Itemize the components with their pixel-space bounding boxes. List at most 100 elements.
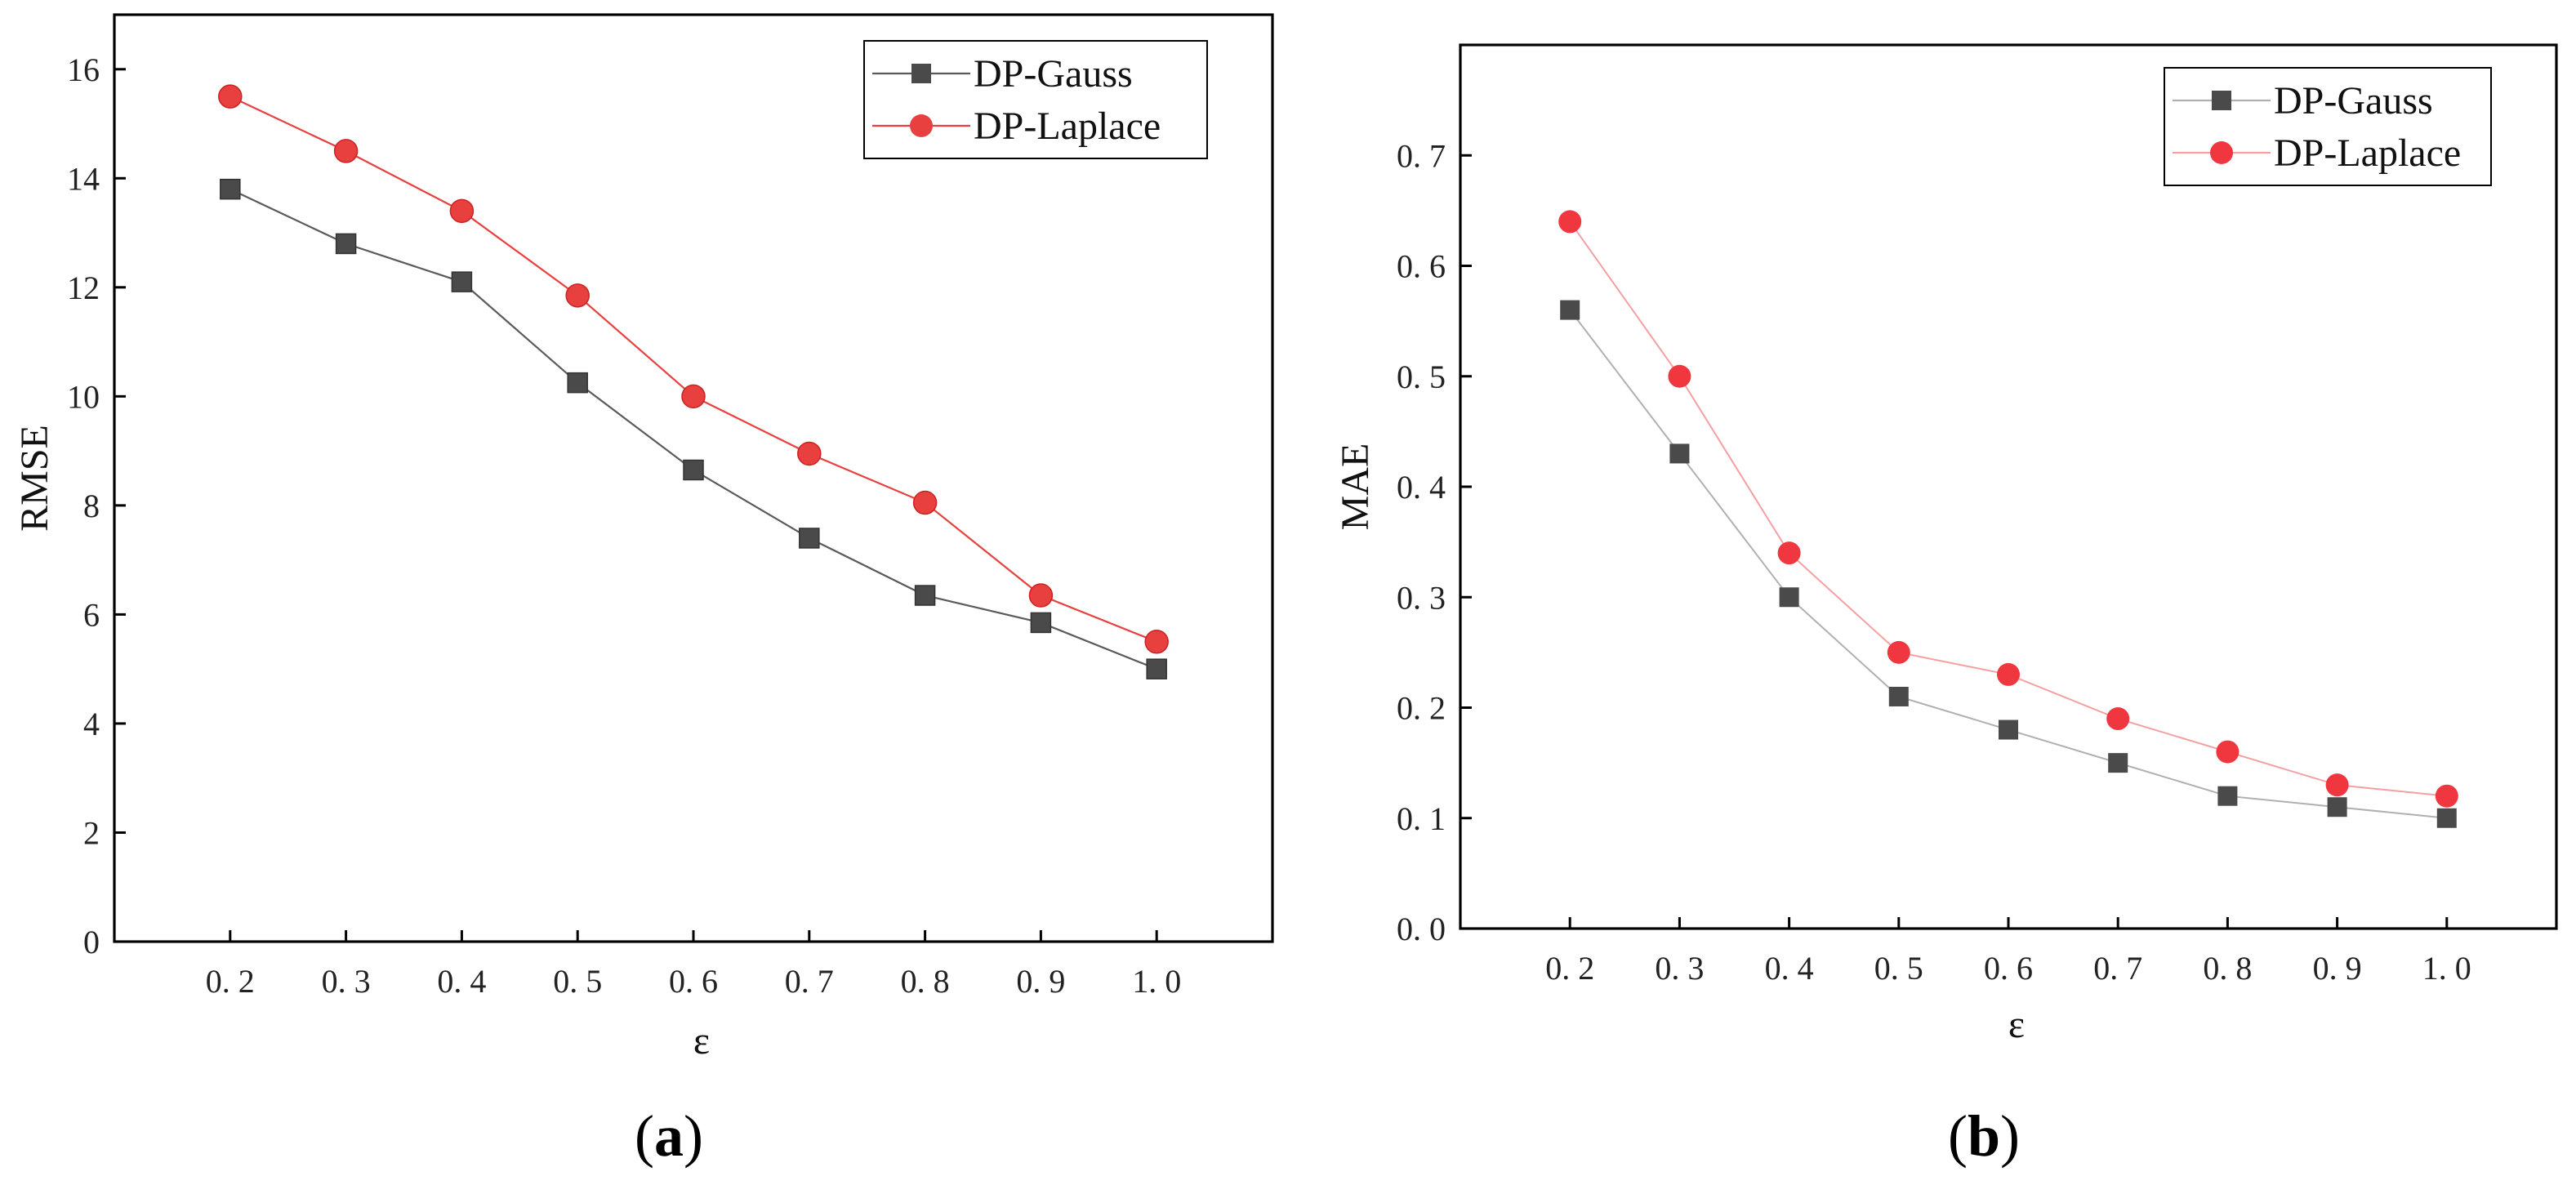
data-point-dp-gauss	[914, 585, 936, 606]
chart-panel-b: 0. 0 0. 1 0. 2 0. 3 0. 4 0. 5 0. 6 0. 7 0. 2 0. 3…	[1334, 43, 2558, 1169]
y-tick-label: 0. 5	[1397, 359, 1446, 395]
y-tick-label: 0. 4	[1397, 469, 1446, 506]
data-point-dp-gauss	[683, 459, 704, 481]
y-tick-label: 4	[83, 706, 100, 742]
data-point-dp-laplace	[1777, 541, 1801, 565]
x-tick-label: 0. 4	[1765, 950, 1814, 987]
y-tick-label: 0. 2	[1397, 690, 1446, 727]
x-tick-label: 0. 6	[1984, 950, 2033, 987]
panel-label: (a)	[635, 1103, 703, 1169]
x-axis-title: ε	[2008, 1003, 2025, 1046]
data-point-dp-gauss	[1146, 658, 1167, 679]
data-point-dp-laplace	[2216, 740, 2240, 764]
x-tick-label: 1. 0	[1132, 963, 1181, 1000]
panel-label-open: (	[635, 1103, 654, 1169]
series-line-dp-laplace	[1569, 221, 2447, 797]
data-point-dp-laplace	[1997, 662, 2020, 686]
legend-label-dp-gauss: DP-Gauss	[2274, 79, 2433, 123]
data-point-dp-laplace	[797, 441, 822, 466]
data-point-dp-laplace	[2106, 707, 2130, 731]
y-tick-label: 10	[67, 378, 100, 415]
legend-label-dp-gauss: DP-Gauss	[974, 52, 1133, 96]
y-tick-label: 8	[83, 488, 100, 524]
x-tick-label: 1. 0	[2422, 950, 2471, 987]
panel-label-letter: a	[654, 1103, 684, 1169]
y-tick-label: 0. 3	[1397, 579, 1446, 616]
y-tick-label: 0. 1	[1397, 800, 1446, 837]
data-point-dp-laplace	[1028, 583, 1054, 608]
x-tick-label: 0. 3	[1655, 950, 1704, 987]
x-tick-label: 0. 5	[1874, 950, 1923, 987]
x-tick-label: 0. 3	[322, 963, 371, 1000]
series-line-dp-gauss	[230, 188, 1157, 670]
x-tick-label: 0. 7	[785, 963, 834, 1000]
y-axis-title: RMSE	[13, 425, 56, 532]
data-point-dp-laplace	[565, 283, 590, 308]
data-point-dp-laplace	[1668, 364, 1691, 388]
legend: DP-Gauss DP-Laplace	[2164, 67, 2492, 186]
y-tick-label: 0. 7	[1397, 137, 1446, 174]
panel-label-letter: b	[1968, 1103, 2000, 1169]
series-line-dp-gauss	[1569, 309, 2447, 819]
data-point-dp-gauss	[2108, 753, 2128, 773]
data-point-dp-laplace	[912, 490, 938, 515]
data-point-dp-gauss	[2217, 786, 2238, 806]
data-point-dp-laplace	[2325, 773, 2349, 797]
data-point-dp-gauss	[1560, 300, 1580, 320]
y-tick-label: 12	[67, 270, 100, 306]
y-tick-label: 14	[67, 160, 100, 197]
data-point-dp-gauss	[799, 528, 820, 549]
legend: DP-Gauss DP-Laplace	[863, 40, 1208, 159]
x-tick-label: 0. 9	[2313, 950, 2362, 987]
legend-marker-dp-gauss	[2212, 91, 2231, 110]
data-point-dp-gauss	[1779, 587, 1799, 608]
y-axis-title: MAE	[1334, 443, 1377, 531]
panel-label: (b)	[1948, 1103, 2020, 1169]
panel-label-open: (	[1948, 1103, 1968, 1169]
series-line-dp-laplace	[230, 96, 1157, 643]
data-point-dp-laplace	[1558, 210, 1582, 234]
y-tick-label: 16	[67, 51, 100, 88]
data-point-dp-gauss	[451, 271, 473, 292]
x-tick-label: 0. 5	[553, 963, 602, 1000]
data-point-dp-laplace	[1887, 640, 1910, 664]
x-tick-label: 0. 9	[1016, 963, 1065, 1000]
legend-marker-dp-laplace	[910, 114, 933, 137]
data-point-dp-gauss	[1888, 686, 1909, 706]
legend-label-dp-laplace: DP-Laplace	[2274, 131, 2461, 175]
panel-label-close: )	[2000, 1103, 2020, 1169]
x-tick-label: 0. 4	[437, 963, 486, 1000]
legend-box	[2164, 67, 2492, 186]
y-tick-label: 2	[83, 814, 100, 851]
data-point-dp-gauss	[2327, 797, 2347, 817]
x-tick-label: 0. 8	[901, 963, 950, 1000]
data-point-dp-gauss	[1669, 443, 1690, 464]
y-tick-label: 0. 0	[1397, 911, 1446, 947]
y-tick-label: 0	[83, 924, 100, 960]
x-tick-label: 0. 7	[2093, 950, 2142, 987]
data-point-dp-laplace	[2435, 784, 2458, 808]
legend-box	[863, 40, 1208, 159]
legend-label-dp-laplace: DP-Laplace	[974, 105, 1161, 148]
y-tick-label: 6	[83, 596, 100, 633]
x-tick-label: 0. 2	[1545, 950, 1594, 987]
data-point-dp-gauss	[220, 178, 241, 200]
x-tick-label: 0. 2	[206, 963, 255, 1000]
data-point-dp-laplace	[333, 139, 359, 163]
data-point-dp-laplace	[449, 198, 475, 224]
data-point-dp-laplace	[681, 384, 706, 409]
x-tick-label: 0. 8	[2203, 950, 2252, 987]
x-axis-title: ε	[693, 1019, 710, 1062]
y-tick-label: 0. 6	[1397, 248, 1446, 285]
x-tick-label: 0. 6	[669, 963, 718, 1000]
data-point-dp-gauss	[1999, 719, 2018, 740]
data-point-dp-gauss	[567, 372, 588, 394]
chart-panel-a: 0 2 4 6 8 10 12 14 16 0. 2 0. 3 0. 4 0. 5 0. 6 0. 7 0. …	[13, 13, 1274, 1169]
panel-label-close: )	[684, 1103, 703, 1169]
data-point-dp-laplace	[1144, 630, 1169, 654]
data-point-dp-gauss	[1030, 612, 1052, 634]
data-point-dp-laplace	[218, 84, 243, 109]
data-point-dp-gauss	[2436, 808, 2457, 828]
data-point-dp-gauss	[335, 233, 357, 255]
